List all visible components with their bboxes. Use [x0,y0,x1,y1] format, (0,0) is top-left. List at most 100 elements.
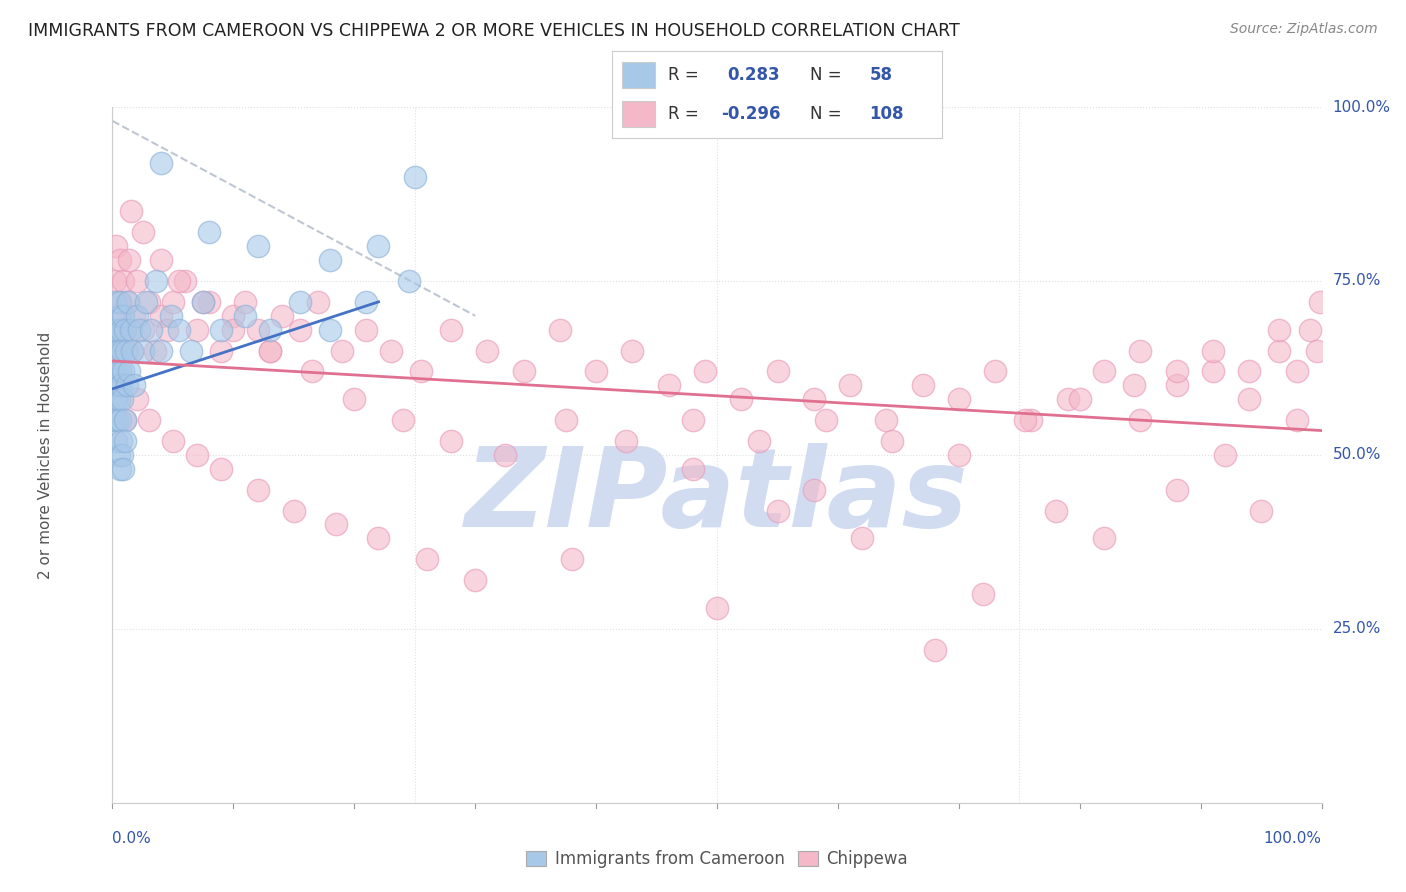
Point [114,343,136,358]
Point [259,343,281,358]
Text: 0.283: 0.283 [727,66,780,85]
Text: 2 or more Vehicles in Household: 2 or more Vehicles in Household [38,331,53,579]
Point [132,343,155,358]
Text: N =: N = [810,104,841,123]
Point [105,323,128,337]
Point [209,323,232,337]
Point [1298,323,1320,337]
Point [984,364,1007,378]
Point [105,392,128,407]
Text: IMMIGRANTS FROM CAMEROON VS CHIPPEWA 2 OR MORE VEHICLES IN HOUSEHOLD CORRELATION: IMMIGRANTS FROM CAMEROON VS CHIPPEWA 2 O… [28,22,960,40]
Point [380,343,402,358]
Point [122,309,145,323]
Point [658,378,681,392]
Point [114,434,136,448]
Point [730,392,752,407]
Point [367,532,389,546]
Point [301,364,323,378]
Point [1092,364,1115,378]
Point [330,343,353,358]
Point [114,413,136,427]
Point [107,448,129,462]
Point [1202,364,1225,378]
Point [1069,392,1091,407]
Point [882,434,904,448]
Point [138,413,160,427]
Point [972,587,994,601]
Point [259,323,281,337]
Point [319,323,342,337]
Point [118,253,141,268]
Point [121,343,143,358]
Point [103,364,125,378]
Point [325,517,347,532]
Point [319,253,342,268]
Point [440,434,463,448]
Point [149,309,172,323]
Point [186,448,208,462]
Point [145,274,167,288]
Point [111,392,134,407]
Point [1166,378,1188,392]
Legend: Immigrants from Cameroon, Chippewa: Immigrants from Cameroon, Chippewa [520,843,914,874]
Point [1166,364,1188,378]
Point [748,434,770,448]
Point [174,274,197,288]
Point [191,294,214,309]
Point [104,323,127,337]
Point [149,343,172,358]
Point [356,294,378,309]
Point [115,378,138,392]
Point [112,309,135,323]
Point [103,392,125,407]
Point [1237,364,1260,378]
Point [911,378,934,392]
Point [1286,413,1309,427]
Point [924,642,946,657]
Point [621,343,644,358]
Point [112,462,135,476]
Point [112,364,135,378]
Point [167,274,190,288]
Point [682,413,704,427]
Point [156,323,179,337]
Point [132,225,155,239]
Text: ZIPatlas: ZIPatlas [465,443,969,550]
Text: 100.0%: 100.0% [1333,100,1391,114]
Point [307,294,329,309]
Point [1237,392,1260,407]
Point [105,239,128,253]
Text: 25.0%: 25.0% [1333,622,1381,636]
Point [222,323,245,337]
Point [404,169,426,184]
Point [105,364,128,378]
Point [1306,343,1329,358]
Point [766,503,789,517]
Point [1092,532,1115,546]
Point [118,364,141,378]
Point [1045,503,1067,517]
Point [114,323,136,337]
Point [235,294,257,309]
Point [105,434,128,448]
Point [108,253,131,268]
Point [103,364,125,378]
Point [162,294,184,309]
Point [288,294,311,309]
Point [104,294,127,309]
Point [270,309,292,323]
Point [222,309,245,323]
Point [125,274,148,288]
Point [440,323,463,337]
Point [1309,294,1331,309]
Point [1056,392,1078,407]
Point [120,323,142,337]
Point [107,309,129,323]
Point [706,601,728,615]
Text: 50.0%: 50.0% [1333,448,1381,462]
Point [138,294,160,309]
Point [104,413,127,427]
Point [125,392,148,407]
Point [114,323,136,337]
Point [803,392,825,407]
